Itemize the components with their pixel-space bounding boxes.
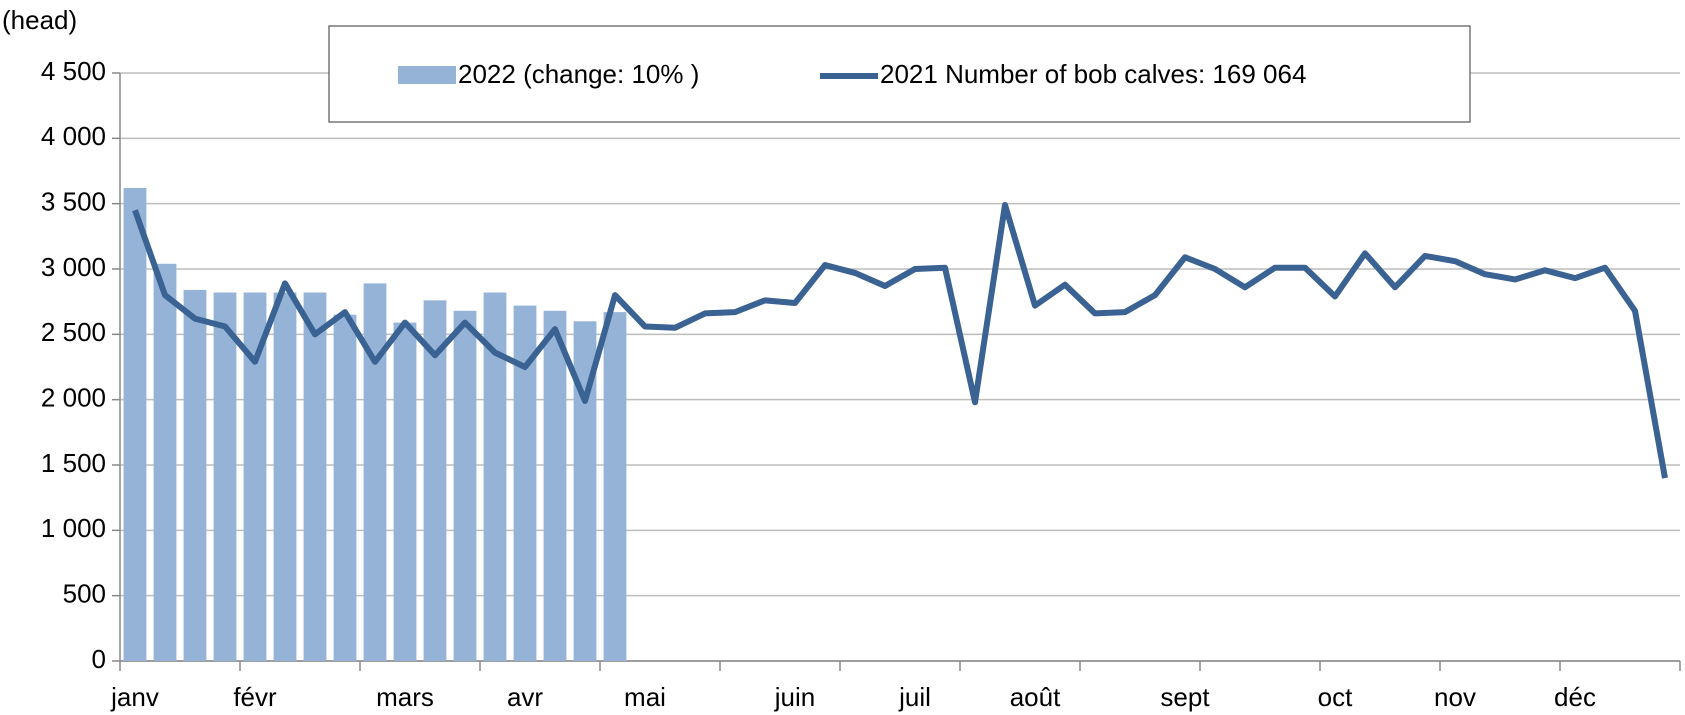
bar <box>363 283 387 661</box>
x-tick-label: juil <box>898 682 931 712</box>
legend-swatch-bar <box>398 66 456 84</box>
x-tick-label: févr <box>233 682 277 712</box>
bar <box>183 289 207 661</box>
bar <box>543 310 567 661</box>
x-tick-label: oct <box>1318 682 1353 712</box>
x-tick-label: avr <box>507 682 543 712</box>
bar <box>123 187 147 661</box>
x-tick-label: nov <box>1434 682 1476 712</box>
legend-label: 2021 Number of bob calves: 169 064 <box>880 59 1306 89</box>
y-axis-label: (head) <box>2 5 77 35</box>
y-tick-label: 4 000 <box>41 121 106 151</box>
y-tick-label: 1 500 <box>41 448 106 478</box>
bar <box>213 292 237 661</box>
bar <box>603 312 627 661</box>
y-tick-label: 1 000 <box>41 513 106 543</box>
line <box>132 201 1668 479</box>
legend-label: 2022 (change: 10% ) <box>458 59 699 89</box>
bar <box>303 292 327 661</box>
legend-box <box>328 25 1471 123</box>
bar <box>513 305 537 661</box>
x-tick-label: mai <box>624 682 666 712</box>
x-tick-label: août <box>1010 682 1061 712</box>
x-tick-label: mars <box>376 682 434 712</box>
y-tick-label: 4 500 <box>41 56 106 86</box>
bar <box>273 292 297 661</box>
x-tick-label: janv <box>110 682 159 712</box>
y-tick-label: 3 000 <box>41 252 106 282</box>
bar <box>453 310 477 661</box>
bar <box>393 322 417 661</box>
bar <box>333 314 357 661</box>
bar <box>243 292 267 661</box>
bar <box>423 300 447 661</box>
y-tick-label: 2 000 <box>41 383 106 413</box>
y-tick-label: 3 500 <box>41 187 106 217</box>
x-tick-label: juin <box>774 682 815 712</box>
bar <box>483 292 507 661</box>
y-tick-label: 0 <box>92 644 106 674</box>
bar <box>573 321 597 661</box>
y-tick-label: 2 500 <box>41 317 106 347</box>
x-tick-label: sept <box>1160 682 1210 712</box>
plot: 0 500 1 000 1 500 2 000 2 500 3 000 3 500 4 000 4… <box>41 56 1681 712</box>
y-tick-label: 500 <box>63 579 106 609</box>
x-tick-label: déc <box>1554 682 1596 712</box>
bar <box>153 263 177 661</box>
